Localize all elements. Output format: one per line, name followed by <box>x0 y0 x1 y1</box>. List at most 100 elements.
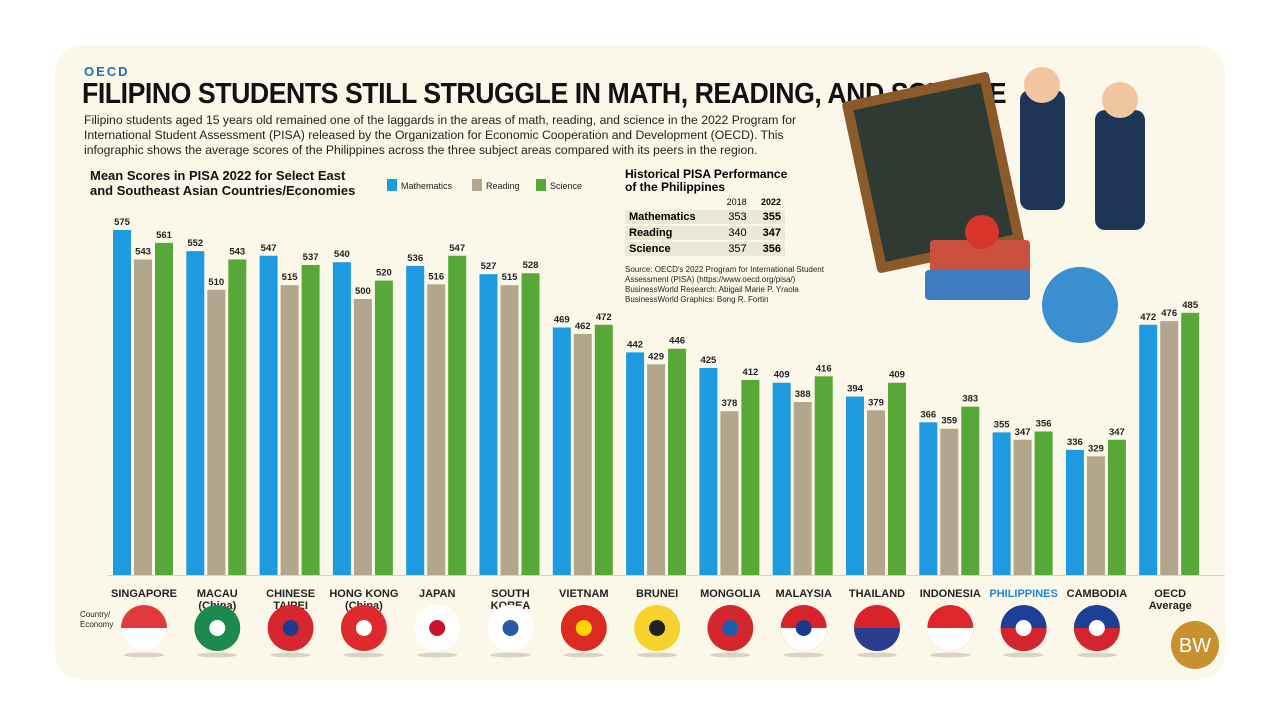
bar <box>186 251 205 575</box>
bar <box>919 422 938 575</box>
bar <box>280 285 299 575</box>
chart-title: Mean Scores in PISA 2022 for Select East… <box>90 168 356 198</box>
value-label: 575 <box>114 217 131 228</box>
logo: BW <box>1179 635 1211 657</box>
value-label: 355 <box>994 419 1011 430</box>
flag-shadow <box>930 652 971 658</box>
flag-shadow <box>197 652 238 658</box>
legend-label: Science <box>550 181 582 191</box>
flag-shadow <box>490 652 531 658</box>
bar <box>573 333 592 575</box>
bar <box>552 327 571 575</box>
cell: 356 <box>762 243 781 255</box>
credit: BusinessWorld Research: Abigail Marie P.… <box>625 285 799 294</box>
flag <box>854 605 900 651</box>
bar <box>500 285 519 575</box>
flag-shadow <box>343 652 384 658</box>
x-axis-label: Country/Economy <box>80 610 113 629</box>
bar <box>867 410 885 575</box>
bar <box>647 364 666 575</box>
flag <box>487 605 534 651</box>
bar <box>594 324 613 575</box>
value-label: 394 <box>847 384 864 395</box>
history-table: Historical PISA Performance of the Phili… <box>625 168 795 256</box>
value-label: 540 <box>334 249 350 260</box>
flag <box>267 605 314 651</box>
x-tick-label: MONGOLIA <box>700 588 761 600</box>
x-tick-label: VIETNAM <box>559 588 609 600</box>
flag-shadow <box>1076 652 1117 658</box>
bar <box>228 259 247 575</box>
bar <box>1107 439 1126 575</box>
flag <box>1000 605 1047 651</box>
logo-badge <box>1171 621 1219 669</box>
bar <box>699 368 718 575</box>
bar <box>992 432 1011 575</box>
bar <box>374 280 393 575</box>
value-label: 409 <box>774 370 790 381</box>
col-header: 2022 <box>760 197 781 207</box>
kicker: OECD <box>84 64 130 79</box>
flag-emblem <box>1088 620 1105 636</box>
flag <box>414 605 461 651</box>
flag <box>634 605 681 651</box>
value-label: 329 <box>1088 443 1104 454</box>
credit: Source: OECD's 2022 Program for Internat… <box>625 265 824 284</box>
flag-shadow <box>1003 652 1044 658</box>
bar <box>353 299 372 575</box>
bar <box>720 411 739 575</box>
flag-emblem <box>282 620 299 636</box>
x-tick-label: THAILAND <box>849 588 905 600</box>
flag-emblem <box>575 620 592 636</box>
col-header: 2018 <box>726 197 747 207</box>
bar <box>1065 449 1084 575</box>
flag-band <box>780 628 827 651</box>
flag-band <box>1073 628 1120 651</box>
value-label: 359 <box>941 416 957 427</box>
bar <box>448 255 467 575</box>
legend-label: Reading <box>486 181 520 191</box>
value-label: 442 <box>627 339 643 350</box>
cell: 355 <box>762 211 781 223</box>
bar <box>1160 321 1179 575</box>
value-label: 378 <box>721 398 737 409</box>
value-label: 366 <box>920 409 936 420</box>
flag-shadow <box>637 652 678 658</box>
cell: Mathematics <box>629 211 696 223</box>
legend-label: Mathematics <box>401 181 453 191</box>
cell: 347 <box>762 227 781 239</box>
bar <box>793 402 812 575</box>
value-label: 543 <box>135 246 151 257</box>
flag <box>780 605 827 651</box>
bar <box>1013 439 1032 575</box>
cell: Science <box>629 243 671 255</box>
bar <box>846 396 864 575</box>
bar <box>772 382 791 575</box>
x-tick-label: CAMBODIA <box>1067 588 1128 600</box>
bar <box>1086 456 1105 575</box>
credits: Source: OECD's 2022 Program for Internat… <box>625 265 825 305</box>
value-label: 485 <box>1182 300 1199 311</box>
x-tick-label: OECD Average <box>1149 588 1192 612</box>
bar <box>668 348 687 575</box>
cell: 357 <box>728 243 747 255</box>
bar <box>1139 324 1158 575</box>
bar <box>301 264 320 575</box>
x-tick-label: JAPAN <box>419 588 456 600</box>
bar <box>961 406 980 575</box>
bar <box>134 259 152 575</box>
table: 2018 2022 Mathematics 353 355 Reading 340 347… <box>625 196 785 256</box>
bar <box>155 242 173 575</box>
bar <box>626 352 645 575</box>
value-label: 510 <box>208 277 224 288</box>
cell: Reading <box>629 227 673 239</box>
bar <box>741 379 760 575</box>
bar <box>814 376 833 575</box>
value-label: 388 <box>795 389 811 400</box>
bar <box>259 255 278 575</box>
bar <box>113 230 131 575</box>
bar <box>207 289 226 575</box>
value-label: 543 <box>229 246 245 257</box>
bar <box>427 284 446 575</box>
flag-emblem <box>209 620 226 636</box>
